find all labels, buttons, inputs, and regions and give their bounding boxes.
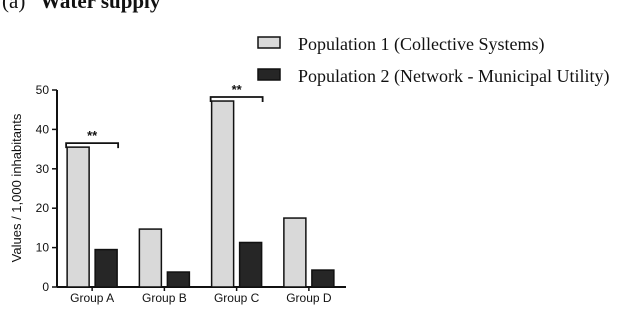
bars xyxy=(66,100,335,288)
bar-series-2 xyxy=(166,271,191,288)
x-ticks: Group A Group B Group C Group D xyxy=(70,287,332,305)
x-tick-label: Group C xyxy=(214,291,260,305)
significance-bracket xyxy=(209,96,264,103)
legend-swatch-series-2 xyxy=(257,68,281,81)
significance-bracket xyxy=(65,142,120,149)
x-tick-label: Group D xyxy=(286,291,332,305)
legend-label-series-1: Population 1 (Collective Systems) xyxy=(298,34,544,55)
y-tick-label: 0 xyxy=(42,280,49,294)
panel-title: Water supply xyxy=(40,0,161,13)
bar-series-1 xyxy=(66,146,90,288)
x-tick-label: Group A xyxy=(70,291,114,305)
bar-series-2 xyxy=(94,248,118,288)
significance-annotations: ** ** xyxy=(65,82,264,149)
y-tick-label: 10 xyxy=(36,241,50,255)
panel-label: (a) xyxy=(2,0,25,13)
significance-label: ** xyxy=(87,128,98,143)
legend-swatch-series-1 xyxy=(257,36,281,49)
significance-label: ** xyxy=(232,82,243,97)
bar-series-1 xyxy=(283,217,307,288)
legend-label-series-2: Population 2 (Network - Municipal Utilit… xyxy=(298,66,609,87)
bar-series-2 xyxy=(311,269,335,288)
y-tick-label: 20 xyxy=(36,201,50,215)
y-tick-label: 30 xyxy=(36,162,50,176)
x-tick-label: Group B xyxy=(142,291,187,305)
bar-series-1 xyxy=(210,100,235,288)
bar-series-1 xyxy=(138,228,163,288)
y-tick-label: 50 xyxy=(36,83,50,97)
y-tick-label: 40 xyxy=(36,122,50,136)
bar-series-2 xyxy=(238,241,263,288)
y-axis-label: Values / 1,000 inhabitants xyxy=(9,113,24,262)
legend: Population 1 (Collective Systems) Popula… xyxy=(257,34,609,87)
y-ticks: 0 10 20 30 40 50 xyxy=(36,83,57,294)
